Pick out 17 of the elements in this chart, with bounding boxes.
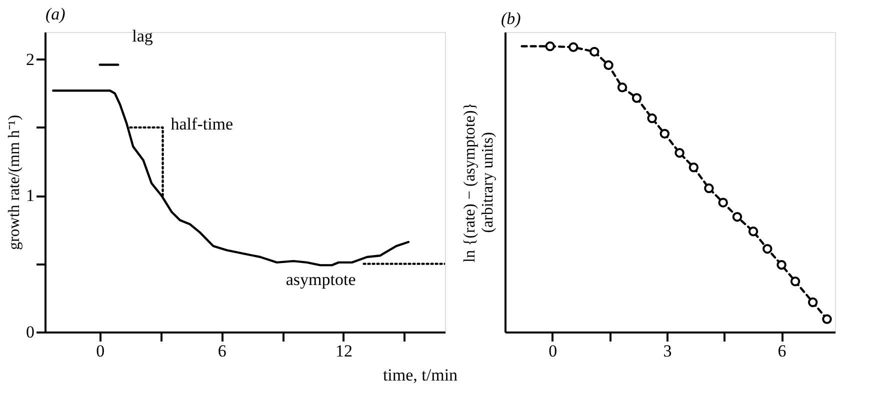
chart-title: (b) xyxy=(501,9,522,28)
x-tick-label: 12 xyxy=(335,342,352,360)
x-tick-label: 0 xyxy=(548,342,558,360)
y-axis-title: growth rate/(mm h⁻¹) xyxy=(6,114,23,250)
y-tick-label: 0 xyxy=(26,322,34,342)
annotation: half-time xyxy=(170,114,234,134)
x-tick-label: 0 xyxy=(96,342,105,360)
x-tick-label: 6 xyxy=(778,342,786,360)
annotation: asymptote xyxy=(286,270,356,289)
y-tick-label: 1 xyxy=(26,186,34,206)
x-axis-title: time, t/min xyxy=(382,366,458,384)
y-axis-title: ln {(rate) − (asymptote)} (arbitrary units) xyxy=(462,102,496,262)
chart-title: (a) xyxy=(46,4,66,24)
x-tick-label: 6 xyxy=(218,342,226,360)
y-tick-label: 2 xyxy=(26,50,34,69)
x-tick-label: 3 xyxy=(663,342,672,360)
annotation: lag xyxy=(132,26,154,46)
